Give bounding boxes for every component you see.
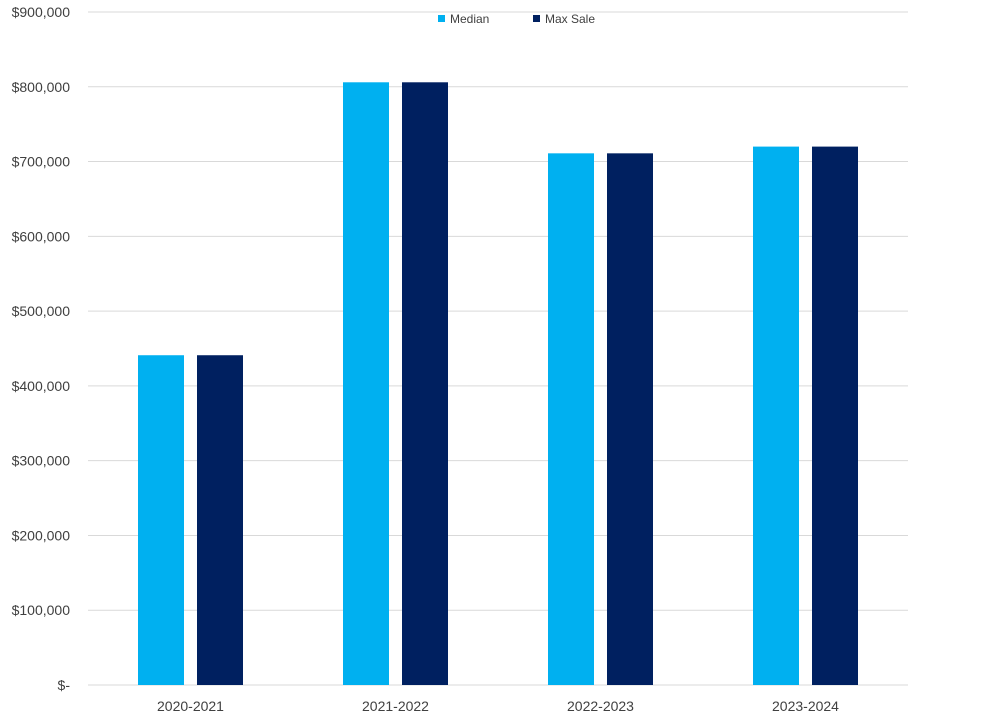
bar-median-2021-2022 — [343, 82, 389, 685]
bar-median-2022-2023 — [548, 153, 594, 685]
y-tick-label: $100,000 — [12, 602, 71, 618]
y-axis-tick-labels: $- $100,000 $200,000 $300,000 $400,000 $500,0… — [12, 4, 71, 693]
y-tick-label: $600,000 — [12, 228, 71, 244]
x-tick-label: 2021-2022 — [362, 698, 429, 714]
legend-label-max-sale: Max Sale — [545, 12, 595, 26]
x-tick-label: 2023-2024 — [772, 698, 839, 714]
legend-swatch-median — [438, 15, 445, 22]
bar-series — [138, 82, 858, 686]
x-axis-tick-labels: 2020-2021 2021-2022 2022-2023 2023-2024 — [157, 698, 839, 714]
x-tick-label: 2022-2023 — [567, 698, 634, 714]
legend-label-median: Median — [450, 12, 489, 26]
y-tick-label: $500,000 — [12, 303, 71, 319]
bar-max-sale-2021-2022 — [402, 82, 448, 685]
bar-max-sale-2020-2021 — [197, 355, 243, 685]
x-tick-label: 2020-2021 — [157, 698, 224, 714]
y-tick-label: $800,000 — [12, 79, 71, 95]
y-tick-label: $900,000 — [12, 4, 71, 20]
bar-median-2023-2024 — [753, 146, 799, 686]
y-tick-label: $200,000 — [12, 527, 71, 543]
legend-swatch-max-sale — [533, 15, 540, 22]
y-tick-label: $700,000 — [12, 154, 71, 170]
bar-median-2020-2021 — [138, 355, 184, 685]
y-tick-label: $300,000 — [12, 453, 71, 469]
bar-max-sale-2022-2023 — [607, 153, 653, 685]
y-tick-label: $400,000 — [12, 378, 71, 394]
y-tick-label: $- — [58, 677, 71, 693]
bar-max-sale-2023-2024 — [812, 146, 858, 686]
legend: Median Max Sale — [438, 12, 595, 26]
